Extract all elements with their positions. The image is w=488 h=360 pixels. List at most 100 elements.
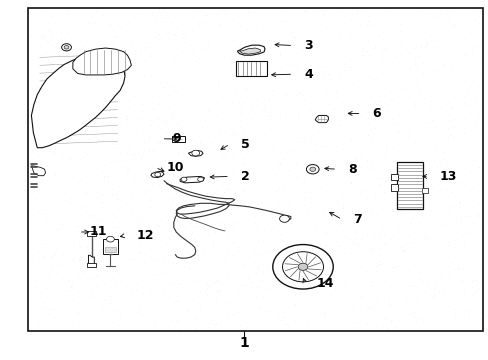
Point <box>417 51 425 57</box>
Point <box>131 177 139 183</box>
Point <box>354 174 362 179</box>
Point <box>185 105 193 111</box>
Point <box>399 53 407 59</box>
Point <box>357 113 365 119</box>
Point <box>440 62 447 68</box>
Point <box>59 250 66 256</box>
Point <box>427 230 435 236</box>
Point <box>305 116 313 122</box>
Point <box>145 25 153 31</box>
Point <box>406 181 413 186</box>
Point <box>476 310 484 315</box>
Point <box>464 189 472 194</box>
Point <box>40 105 47 111</box>
Point <box>304 129 312 134</box>
Point <box>446 230 454 235</box>
Point <box>358 273 366 279</box>
Point <box>206 165 214 171</box>
Point <box>388 60 396 66</box>
Point <box>85 145 93 151</box>
Point <box>49 136 57 141</box>
Point <box>467 78 474 84</box>
Point <box>53 326 61 332</box>
Point <box>147 253 155 259</box>
Point <box>136 69 144 75</box>
Point <box>104 111 112 116</box>
Point <box>236 23 244 28</box>
Point <box>400 272 407 278</box>
Point <box>30 97 38 103</box>
Point <box>121 254 129 260</box>
Point <box>325 13 332 19</box>
Point <box>408 109 416 115</box>
Point <box>357 178 365 184</box>
Point <box>452 286 460 292</box>
Point <box>91 19 99 24</box>
Point <box>287 69 295 75</box>
Point <box>472 188 480 194</box>
Point <box>155 6 163 12</box>
Point <box>398 212 406 217</box>
Point <box>441 222 448 228</box>
Point <box>413 7 421 13</box>
Point <box>118 278 126 283</box>
Point <box>331 39 339 45</box>
Point <box>254 222 262 228</box>
Point <box>334 36 342 42</box>
Point <box>396 37 404 43</box>
Point <box>353 102 361 107</box>
Point <box>88 13 96 19</box>
Point <box>66 196 74 202</box>
Point <box>470 296 478 302</box>
Point <box>304 52 312 58</box>
Point <box>82 55 90 61</box>
Point <box>442 107 449 112</box>
Point <box>448 24 456 30</box>
Point <box>116 25 124 31</box>
Point <box>448 39 456 44</box>
Point <box>356 293 364 298</box>
Point <box>209 279 217 285</box>
Point <box>135 215 143 221</box>
Point <box>275 111 283 117</box>
Point <box>238 229 245 235</box>
Point <box>379 296 387 301</box>
Point <box>256 70 264 76</box>
Point <box>187 230 195 236</box>
Point <box>399 269 407 275</box>
Point <box>364 132 371 138</box>
Point <box>325 96 333 102</box>
Point <box>111 120 119 126</box>
Point <box>241 127 249 132</box>
Point <box>84 234 92 240</box>
Point <box>294 37 302 43</box>
Point <box>230 48 238 54</box>
Point <box>325 245 332 251</box>
Point <box>354 274 362 280</box>
Point <box>353 56 361 62</box>
Point <box>402 85 409 91</box>
Point <box>293 200 301 206</box>
Point <box>282 240 290 246</box>
Point <box>380 182 387 188</box>
Point <box>283 220 290 226</box>
Point <box>67 135 75 140</box>
Point <box>43 219 51 225</box>
Point <box>82 125 90 131</box>
Point <box>345 201 353 207</box>
Point <box>94 194 102 200</box>
Point <box>433 161 441 166</box>
Point <box>303 16 310 22</box>
Point <box>70 218 78 224</box>
Point <box>450 37 458 42</box>
Point <box>121 213 128 219</box>
Point <box>455 278 463 283</box>
Point <box>124 165 132 171</box>
Point <box>95 71 103 76</box>
Point <box>212 298 220 304</box>
Point <box>272 296 280 302</box>
Point <box>459 293 467 298</box>
Point <box>245 28 253 34</box>
Point <box>404 66 412 72</box>
Point <box>451 242 459 248</box>
